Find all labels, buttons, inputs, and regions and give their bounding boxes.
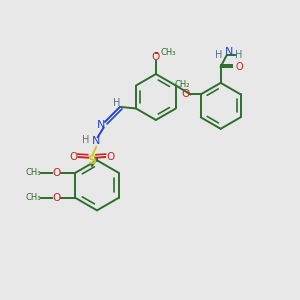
Text: O: O	[182, 89, 190, 99]
Text: N: N	[98, 120, 106, 130]
Text: CH₃: CH₃	[160, 48, 176, 57]
Text: N: N	[225, 47, 233, 57]
Text: O: O	[52, 193, 60, 203]
Text: H: H	[214, 50, 222, 61]
Text: N: N	[92, 136, 100, 146]
Text: H: H	[235, 50, 243, 61]
Text: H: H	[112, 98, 120, 109]
Text: O: O	[152, 52, 160, 62]
Text: O: O	[69, 152, 77, 162]
Text: CH₃: CH₃	[26, 193, 41, 202]
Text: O: O	[235, 62, 243, 72]
Text: H: H	[82, 135, 90, 145]
Text: S: S	[87, 154, 96, 167]
Text: O: O	[52, 168, 60, 178]
Text: CH₂: CH₂	[175, 80, 190, 89]
Text: O: O	[106, 152, 115, 162]
Text: CH₃: CH₃	[26, 168, 41, 177]
